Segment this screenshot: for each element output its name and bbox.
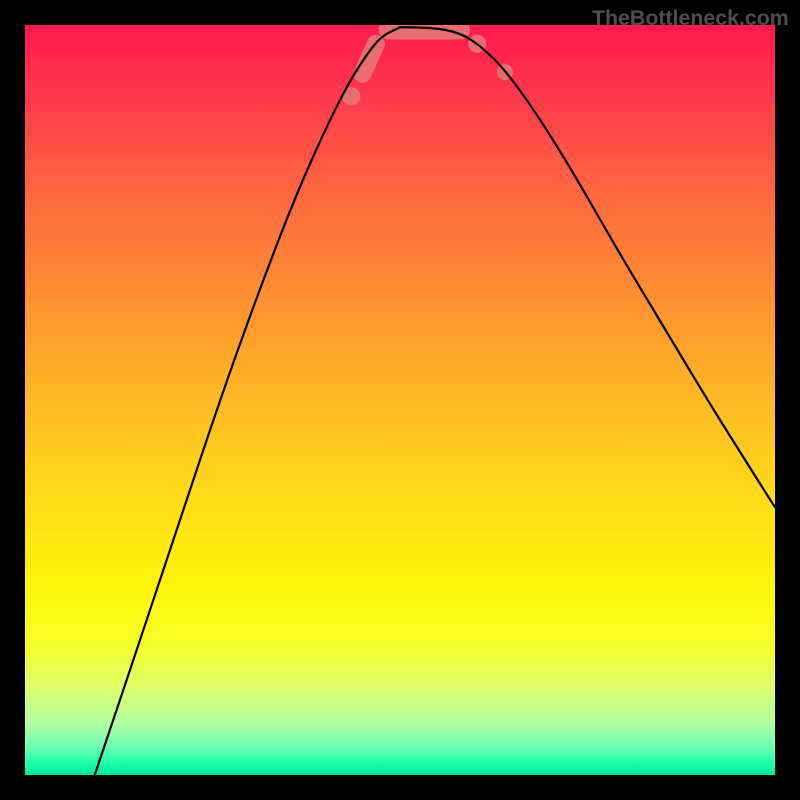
gradient-background	[25, 25, 775, 775]
bottleneck-chart-svg	[25, 25, 775, 775]
watermark-label: TheBottleneck.com	[592, 6, 789, 31]
chart-area	[25, 25, 775, 775]
chart-frame: TheBottleneck.com	[0, 0, 800, 800]
